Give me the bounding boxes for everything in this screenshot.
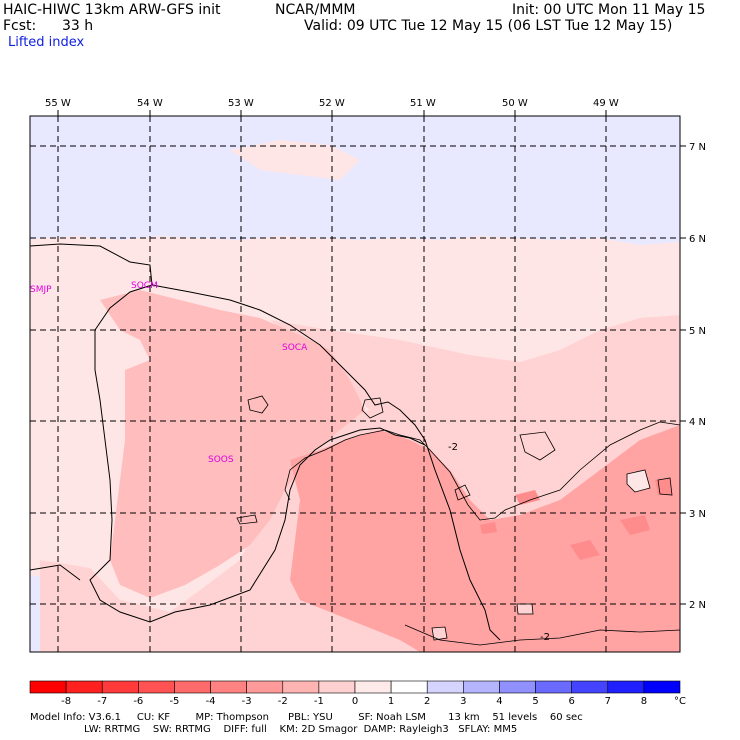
station-socm: SOCM xyxy=(131,281,158,291)
colorbar-swatch xyxy=(643,680,681,694)
contour-loop-6 xyxy=(626,469,651,493)
lat-label-3n: 3 N xyxy=(689,509,706,520)
colorbar-tick-label: -2 xyxy=(278,696,288,707)
colorbar-swatch xyxy=(29,680,67,694)
colorbar-swatch xyxy=(390,680,428,694)
field-name: Lifted index xyxy=(8,35,85,50)
colorbar-swatch xyxy=(210,680,247,694)
colorbar-swatch xyxy=(174,680,211,694)
lon-label-55w: 55 W xyxy=(45,98,71,109)
lon-label-54w: 54 W xyxy=(137,98,163,109)
shaded-field xyxy=(30,116,680,652)
colorbar-tick-label: 0 xyxy=(352,696,358,707)
colorbar-swatch xyxy=(138,680,175,694)
light-hole-2 xyxy=(455,462,485,485)
colorbar-swatch xyxy=(571,680,609,694)
colorbar-unit: °C xyxy=(674,696,686,707)
forecast-hours: 33 h xyxy=(62,18,94,34)
contour-loop-4 xyxy=(519,431,556,461)
forecast-label: Fcst: xyxy=(3,18,37,34)
contour-loop-1 xyxy=(247,395,269,414)
colorbar-swatch xyxy=(354,680,392,694)
colorbar-tick-label: 8 xyxy=(641,696,647,707)
colorbar-swatch xyxy=(426,680,464,694)
colorbar-swatch xyxy=(535,680,572,694)
colorbar: -8 -7 -6 -5 -4 -3 -2 -1 0 1 2 3 4 5 6 7 8 xyxy=(29,680,681,707)
lat-label-5n: 5 N xyxy=(689,326,706,337)
light-hole-4 xyxy=(517,604,533,614)
lat-label-6n: 6 N xyxy=(689,234,706,245)
colorbar-swatch xyxy=(101,680,139,694)
valid-time: Valid: 09 UTC Tue 12 May 15 (06 LST Tue … xyxy=(304,18,673,34)
warm-darker-patches xyxy=(480,478,672,560)
model-info-line-2: LW: RRTMG SW: RRTMG DIFF: full KM: 2D Sm… xyxy=(30,724,518,735)
cool-region-top xyxy=(30,116,680,245)
contour-loop-8 xyxy=(516,603,534,615)
contour-label-1: -2 xyxy=(448,442,458,453)
model-title: HAIC-HIWC 13km ARW-GFS init xyxy=(3,2,221,18)
lon-label-51w: 51 W xyxy=(410,98,436,109)
colorbar-tick-label: -7 xyxy=(97,696,107,707)
org-label: NCAR/MMM xyxy=(275,2,356,18)
coast-east xyxy=(151,284,501,641)
colorbar-tick-label: -4 xyxy=(206,696,216,707)
contour-loop-5 xyxy=(454,484,471,501)
colorbar-tick-label: -5 xyxy=(169,696,179,707)
lat-label-2n: 2 N xyxy=(689,600,706,611)
colorbar-swatch xyxy=(246,680,284,694)
colorbar-tick-label: -1 xyxy=(314,696,324,707)
light-hole-1 xyxy=(520,432,555,460)
colorbar-tick-label: -3 xyxy=(242,696,252,707)
station-soca: SOCA xyxy=(282,343,308,353)
colorbar-swatch xyxy=(463,680,500,694)
warm-mid-region-land xyxy=(100,290,365,598)
init-time: Init: 00 UTC Mon 11 May 15 xyxy=(512,2,706,18)
colorbar-tick-label: -8 xyxy=(61,696,71,707)
colorbar-tick-label: 4 xyxy=(496,696,502,707)
station-smjp: SMJP xyxy=(30,285,52,295)
colorbar-tick-label: 3 xyxy=(460,696,466,707)
colorbar-tick-label: 5 xyxy=(532,696,538,707)
colorbar-swatch xyxy=(607,680,645,694)
lat-label-4n: 4 N xyxy=(689,417,706,428)
colorbar-tick-label: 6 xyxy=(568,696,574,707)
contour-loop-3 xyxy=(361,397,384,419)
station-soos: SOOS xyxy=(208,455,234,465)
map-ticks xyxy=(57,110,686,605)
warm-dark-region xyxy=(290,425,680,652)
guyana-suriname-border xyxy=(29,243,426,623)
lat-lon-grid xyxy=(30,116,680,652)
colorbar-swatch xyxy=(65,680,103,694)
contour-lines xyxy=(236,395,681,646)
contour-loop-7 xyxy=(657,477,673,496)
contour-minus2-south xyxy=(404,624,681,646)
colorbar-tick-label: -6 xyxy=(133,696,143,707)
colorbar-tick-label: 2 xyxy=(424,696,430,707)
colorbar-swatch xyxy=(499,680,536,694)
lon-label-53w: 53 W xyxy=(228,98,254,109)
colorbar-tick-label: 7 xyxy=(605,696,611,707)
light-hole-5 xyxy=(432,627,447,640)
contour-minus2-east xyxy=(284,421,681,521)
warm-lightest-patch-top xyxy=(230,140,360,180)
contour-loop-9 xyxy=(431,626,448,641)
lon-label-49w: 49 W xyxy=(593,98,619,109)
light-hole-3 xyxy=(627,470,650,492)
lat-label-7n: 7 N xyxy=(689,142,706,153)
border-south xyxy=(29,564,81,581)
colorbar-tick-label: 1 xyxy=(388,696,394,707)
map-frame xyxy=(29,115,681,653)
lon-label-50w: 50 W xyxy=(502,98,528,109)
lon-label-52w: 52 W xyxy=(319,98,345,109)
contour-loop-2 xyxy=(236,514,258,525)
colorbar-swatch xyxy=(318,680,356,694)
model-info-line-1: Model Info: V3.6.1 CU: KF MP: Thompson P… xyxy=(30,712,583,723)
contour-label-2: -2 xyxy=(540,632,550,643)
coastline-borders xyxy=(29,243,501,641)
colorbar-swatch xyxy=(282,680,320,694)
